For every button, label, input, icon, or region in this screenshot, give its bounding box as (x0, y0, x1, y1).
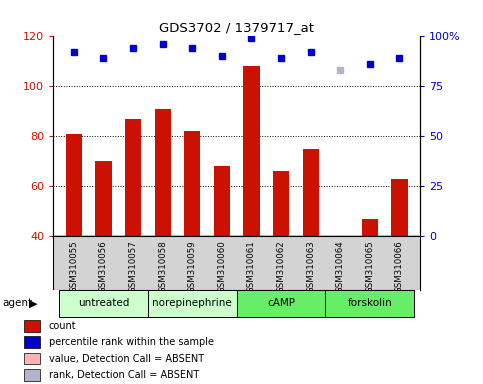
Text: GSM310057: GSM310057 (128, 240, 138, 293)
Text: GSM310056: GSM310056 (99, 240, 108, 293)
Text: ▶: ▶ (28, 298, 37, 308)
Bar (332, 235, 348, 236)
Text: GSM310062: GSM310062 (277, 240, 285, 293)
Bar (66, 134, 82, 236)
Bar (59, 290, 148, 317)
Text: GSM310060: GSM310060 (217, 240, 227, 293)
Text: percentile rank within the sample: percentile rank within the sample (49, 337, 214, 347)
Bar (237, 290, 326, 317)
Text: GSM310065: GSM310065 (365, 240, 374, 293)
Text: GSM310059: GSM310059 (188, 240, 197, 293)
Text: norepinephrine: norepinephrine (153, 298, 232, 308)
Bar (95, 161, 112, 236)
Text: rank, Detection Call = ABSENT: rank, Detection Call = ABSENT (49, 370, 199, 380)
Text: agent: agent (2, 298, 32, 308)
Text: value, Detection Call = ABSENT: value, Detection Call = ABSENT (49, 354, 204, 364)
Bar (125, 119, 141, 236)
Bar (391, 179, 408, 236)
Bar (243, 66, 260, 236)
Bar (302, 149, 319, 236)
Text: untreated: untreated (78, 298, 129, 308)
Text: count: count (49, 321, 76, 331)
Bar (214, 166, 230, 236)
Text: GSM310063: GSM310063 (306, 240, 315, 293)
Text: GSM310058: GSM310058 (158, 240, 167, 293)
Bar (24, 336, 40, 348)
Text: GSM310061: GSM310061 (247, 240, 256, 293)
Bar (326, 290, 414, 317)
Text: GSM310064: GSM310064 (336, 240, 345, 293)
Title: GDS3702 / 1379717_at: GDS3702 / 1379717_at (159, 21, 314, 34)
Bar (273, 171, 289, 236)
Bar (362, 218, 378, 236)
Text: GSM310055: GSM310055 (70, 240, 78, 293)
Bar (184, 131, 200, 236)
Bar (24, 320, 40, 332)
Bar (24, 369, 40, 381)
Text: GSM310066: GSM310066 (395, 240, 404, 293)
Bar (148, 290, 237, 317)
Bar (155, 109, 171, 236)
Text: forskolin: forskolin (347, 298, 392, 308)
Text: cAMP: cAMP (267, 298, 295, 308)
Bar (24, 353, 40, 364)
